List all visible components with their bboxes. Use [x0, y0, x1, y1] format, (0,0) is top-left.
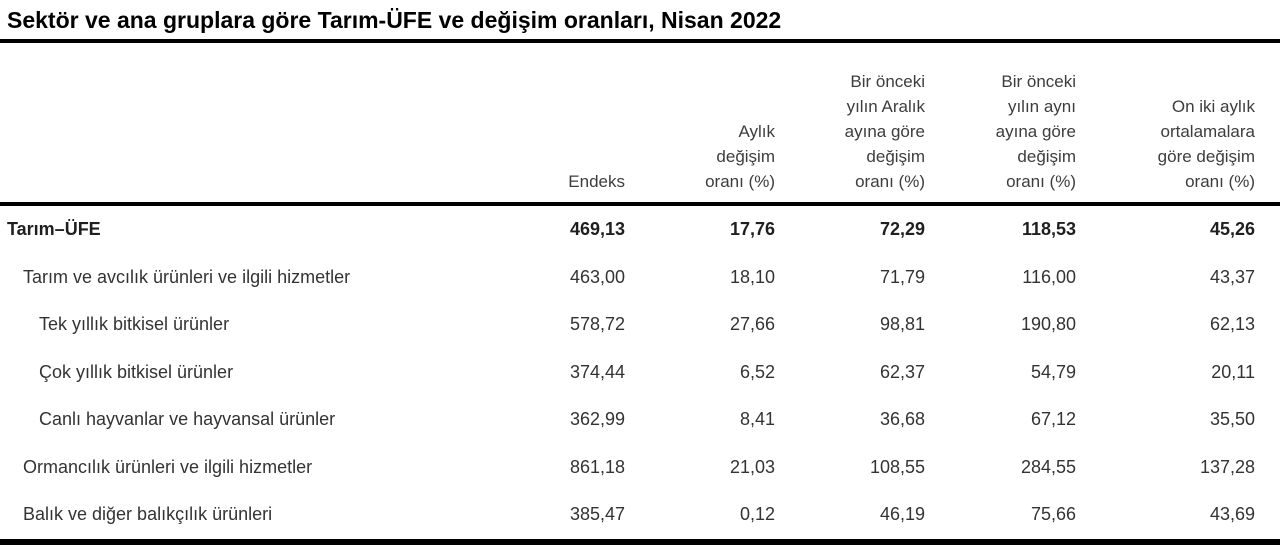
cell-index: 362,99 [569, 409, 625, 430]
col-header-monthly-change: Aylık değişim oranı (%) [705, 122, 775, 191]
table-row: Canlı hayvanlar ve hayvansal ürünler 362… [0, 396, 1280, 444]
cell-since-december-change: 98,81 [879, 314, 925, 335]
title-divider [0, 39, 1280, 43]
cell-yoy-change: 67,12 [1030, 409, 1076, 430]
cell-index: 861,18 [569, 456, 625, 477]
cell-12m-avg-change: 43,69 [1209, 504, 1255, 525]
cell-since-december-change: 72,29 [879, 219, 925, 240]
row-label: Çok yıllık bitkisel ürünler [39, 361, 234, 382]
cell-yoy-change: 118,53 [1021, 219, 1076, 240]
col-header-sector [0, 43, 460, 204]
cell-yoy-change: 75,66 [1030, 504, 1076, 525]
row-label: Ormancılık ürünleri ve ilgili hizmetler [23, 456, 313, 477]
tarim-ufe-table: Endeks Aylık değişim oranı (%) Bir öncek… [0, 43, 1280, 545]
cell-since-december-change: 108,55 [869, 456, 925, 477]
cell-monthly-change: 0,12 [739, 504, 775, 525]
row-label: Tarım–ÜFE [7, 219, 101, 240]
row-label: Tarım ve avcılık ürünleri ve ilgili hizm… [23, 266, 351, 287]
cell-since-december-change: 62,37 [879, 361, 925, 382]
cell-monthly-change: 18,10 [729, 266, 775, 287]
row-label: Balık ve diğer balıkçılık ürünleri [23, 504, 273, 525]
col-header-since-december-change: Bir önceki yılın Aralık ayına göre değiş… [844, 72, 925, 191]
cell-12m-avg-change: 137,28 [1199, 456, 1255, 477]
cell-yoy-change: 116,00 [1022, 266, 1076, 287]
page-title: Sektör ve ana gruplara göre Tarım-ÜFE ve… [7, 7, 782, 33]
row-label: Canlı hayvanlar ve hayvansal ürünler [39, 409, 336, 430]
cell-index: 578,72 [569, 314, 625, 335]
cell-index: 385,47 [569, 504, 625, 525]
col-header-endeks: Endeks [568, 172, 625, 191]
table-row-tarim-ufe: Tarım–ÜFE 469,13 17,76 72,29 118,53 45,2… [0, 204, 1280, 254]
cell-12m-avg-change: 20,11 [1211, 361, 1255, 382]
cell-monthly-change: 21,03 [729, 456, 775, 477]
cell-index: 463,00 [569, 266, 625, 287]
cell-12m-avg-change: 43,37 [1209, 266, 1255, 287]
col-header-yoy-change: Bir önceki yılın aynı ayına göre değişim… [995, 72, 1076, 191]
cell-monthly-change: 27,66 [729, 314, 775, 335]
cell-since-december-change: 71,79 [879, 266, 925, 287]
cell-since-december-change: 46,19 [879, 504, 925, 525]
table-row: Balık ve diğer balıkçılık ürünleri 385,4… [0, 491, 1280, 542]
cell-monthly-change: 6,52 [739, 361, 775, 382]
col-header-12m-avg-change: On iki aylık ortalamalara göre değişim o… [1157, 97, 1255, 191]
cell-index: 469,13 [569, 219, 625, 240]
table-row: Tek yıllık bitkisel ürünler 578,72 27,66… [0, 301, 1280, 349]
cell-index: 374,44 [569, 361, 625, 382]
cell-yoy-change: 54,79 [1030, 361, 1076, 382]
cell-12m-avg-change: 45,26 [1209, 219, 1255, 240]
cell-12m-avg-change: 35,50 [1209, 409, 1255, 430]
cell-yoy-change: 190,80 [1020, 314, 1076, 335]
cell-monthly-change: 17,76 [729, 219, 775, 240]
table-row: Ormancılık ürünleri ve ilgili hizmetler … [0, 444, 1280, 492]
row-label: Tek yıllık bitkisel ürünler [39, 314, 230, 335]
table-header: Endeks Aylık değişim oranı (%) Bir öncek… [0, 43, 1280, 204]
cell-since-december-change: 36,68 [879, 409, 925, 430]
cell-yoy-change: 284,55 [1020, 456, 1076, 477]
cell-monthly-change: 8,41 [739, 409, 775, 430]
table-row: Çok yıllık bitkisel ürünler 374,44 6,52 … [0, 349, 1280, 397]
cell-12m-avg-change: 62,13 [1209, 314, 1255, 335]
table-row: Tarım ve avcılık ürünleri ve ilgili hizm… [0, 254, 1280, 302]
